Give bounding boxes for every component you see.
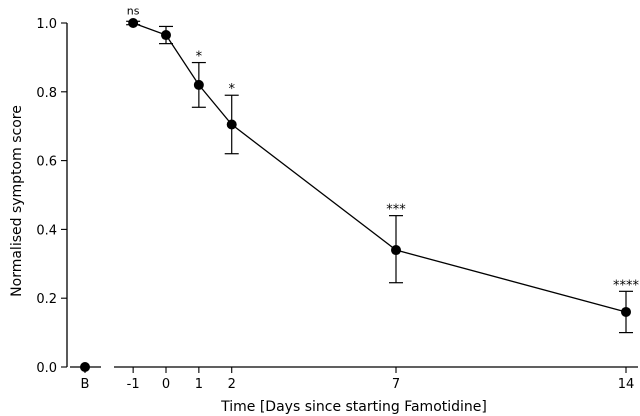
x-tick-label: 14 xyxy=(618,377,635,392)
axes: 0.0 0.2 0.4 0.6 0.8 1.0 B -1 0 1 2 7 14 xyxy=(36,17,638,392)
x-tick-label: -1 xyxy=(127,377,140,392)
data-point xyxy=(128,18,139,28)
significance-label: * xyxy=(196,50,203,65)
data-point xyxy=(391,245,401,256)
y-tick-label: 0.2 xyxy=(36,292,57,307)
data-point xyxy=(161,30,171,41)
baseline-point xyxy=(80,362,90,372)
significance-label: ns xyxy=(127,4,140,17)
y-tick-label: 0.8 xyxy=(36,86,57,101)
significance-label: *** xyxy=(386,203,406,218)
y-tick-label: 0.6 xyxy=(36,155,57,170)
x-tick-label: 2 xyxy=(228,377,236,392)
x-axis-label: Time [Days since starting Famotidine] xyxy=(220,399,487,415)
significance-label: * xyxy=(228,82,235,97)
y-tick-label: 0.4 xyxy=(36,223,57,238)
data-marks: ns********* xyxy=(80,4,640,372)
x-tick-label: 0 xyxy=(162,377,170,392)
data-point xyxy=(193,79,204,90)
y-axis-label: Normalised symptom score xyxy=(9,105,25,297)
x-tick-label-baseline: B xyxy=(81,377,90,392)
y-tick-label: 0.0 xyxy=(36,361,57,376)
series-line xyxy=(132,22,627,313)
y-tick-label: 1.0 xyxy=(36,17,57,32)
significance-label: **** xyxy=(613,278,640,293)
x-tick-label: 1 xyxy=(195,377,203,392)
data-point xyxy=(226,119,237,130)
data-point xyxy=(621,306,631,317)
x-tick-label: 7 xyxy=(392,377,400,392)
